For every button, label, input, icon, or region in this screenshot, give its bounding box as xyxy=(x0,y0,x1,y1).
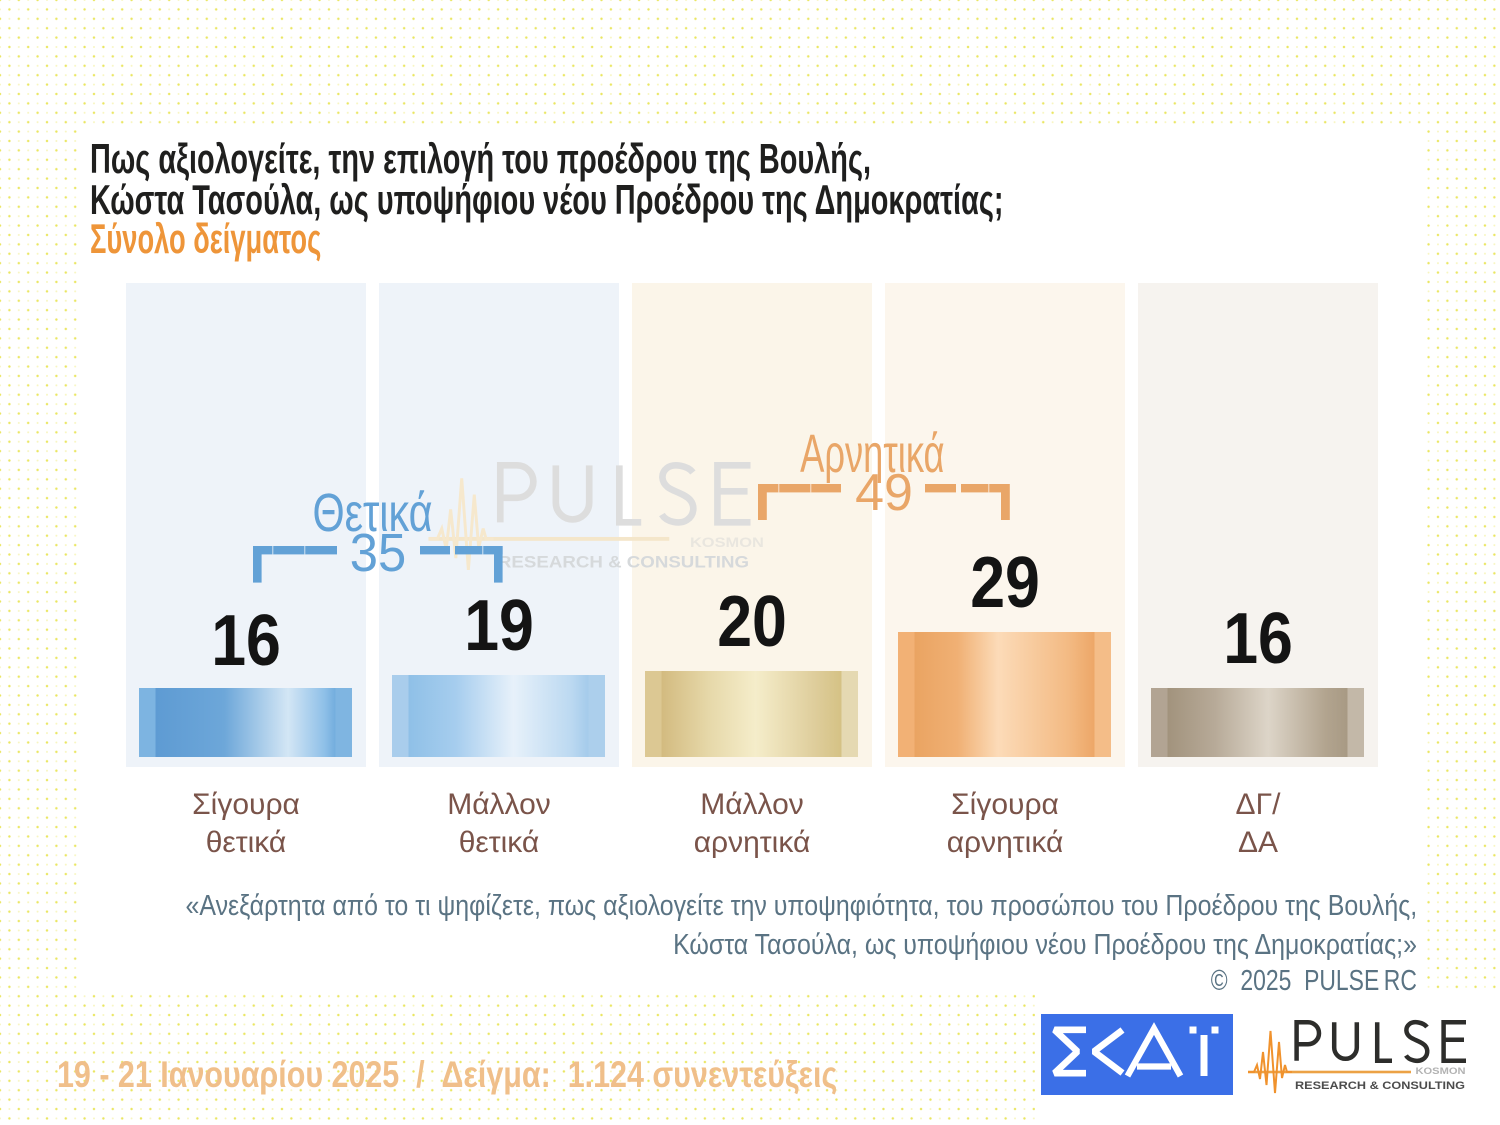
svg-text:KOSMON: KOSMON xyxy=(1416,1066,1466,1077)
svg-text:KOSMON: KOSMON xyxy=(690,534,764,550)
svg-text:RESEARCH & CONSULTING: RESEARCH & CONSULTING xyxy=(1295,1080,1465,1092)
svg-text:RESEARCH & CONSULTING: RESEARCH & CONSULTING xyxy=(498,553,749,571)
